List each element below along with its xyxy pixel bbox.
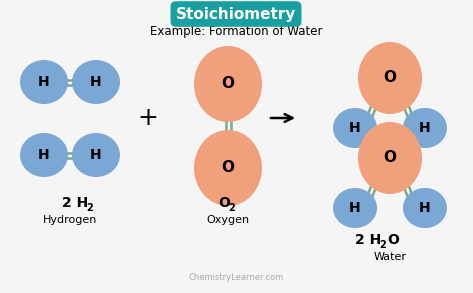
Text: 2 H: 2 H <box>355 233 381 247</box>
Ellipse shape <box>358 42 422 114</box>
Text: 2 H: 2 H <box>62 196 88 210</box>
Text: O: O <box>218 196 230 210</box>
Ellipse shape <box>358 122 422 194</box>
Ellipse shape <box>333 188 377 228</box>
Text: O: O <box>384 151 396 166</box>
Ellipse shape <box>20 133 68 177</box>
Ellipse shape <box>403 188 447 228</box>
Text: 2: 2 <box>379 240 386 250</box>
Text: H: H <box>90 75 102 89</box>
Ellipse shape <box>72 133 120 177</box>
Text: Water: Water <box>374 252 406 262</box>
Text: O: O <box>221 161 235 176</box>
Ellipse shape <box>333 108 377 148</box>
Text: 2: 2 <box>228 203 235 213</box>
Text: H: H <box>349 201 361 215</box>
Text: H: H <box>38 148 50 162</box>
Text: Hydrogen: Hydrogen <box>43 215 97 225</box>
Text: H: H <box>349 121 361 135</box>
Text: H: H <box>38 75 50 89</box>
Text: H: H <box>419 121 431 135</box>
Text: ChemistryLearner.com: ChemistryLearner.com <box>188 273 284 282</box>
Ellipse shape <box>72 60 120 104</box>
Text: 2: 2 <box>86 203 93 213</box>
Text: Example: Formation of Water: Example: Formation of Water <box>150 25 322 38</box>
Ellipse shape <box>20 60 68 104</box>
Text: O: O <box>221 76 235 91</box>
Text: O: O <box>384 71 396 86</box>
Text: H: H <box>90 148 102 162</box>
Text: H: H <box>419 201 431 215</box>
Ellipse shape <box>403 108 447 148</box>
Text: Oxygen: Oxygen <box>206 215 250 225</box>
Ellipse shape <box>194 46 262 122</box>
Text: O: O <box>387 233 399 247</box>
Text: +: + <box>138 106 158 130</box>
Ellipse shape <box>194 130 262 206</box>
Text: Stoichiometry: Stoichiometry <box>176 6 296 21</box>
